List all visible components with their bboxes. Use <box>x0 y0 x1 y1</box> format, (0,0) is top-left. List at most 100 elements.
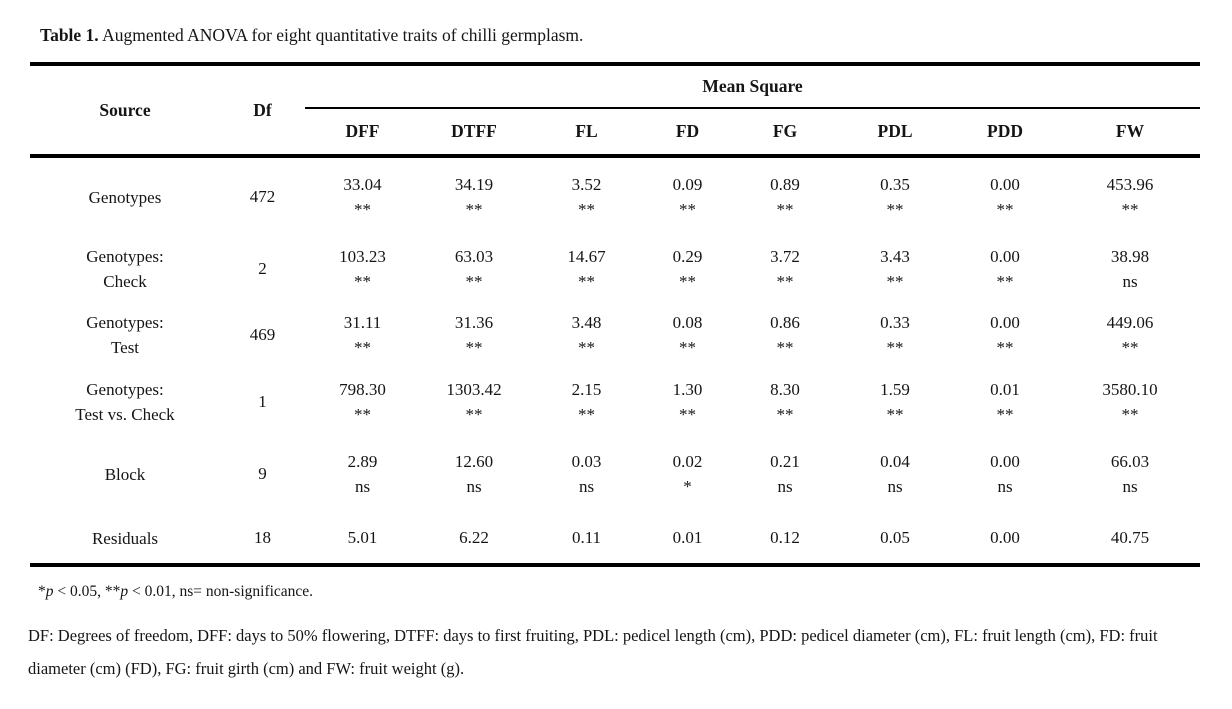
cell-sig: ** <box>776 200 794 219</box>
cell-sig: ** <box>679 404 696 424</box>
table-row: Genotypes: Check 2 103.23 ** 63.03 ** 14.6… <box>30 236 1200 302</box>
table-cell: 0.86 ** <box>730 302 840 368</box>
cell-value: 38.98 <box>1110 247 1150 266</box>
table-row: Genotypes: Test 469 31.11 ** 31.36 ** 3.48… <box>30 302 1200 368</box>
cell-value: 0.05 <box>880 528 910 547</box>
cell-sig: * <box>683 477 692 496</box>
table-cell: 1.59 ** <box>840 368 950 435</box>
table-cell: 5.01 <box>305 513 420 567</box>
significance-footnote-star: * <box>38 583 46 600</box>
table-caption: Table 1. Augmented ANOVA for eight quant… <box>40 0 1232 46</box>
table-cell: 63.03 ** <box>420 236 528 302</box>
cell-sig: ** <box>996 338 1014 357</box>
cell-value: 33.04 <box>343 175 382 194</box>
cell-sig: ** <box>465 404 483 424</box>
cell-value: 0.08 <box>672 313 703 332</box>
cell-value: 2.15 <box>571 379 602 399</box>
cell-value: 0.00 <box>990 313 1020 332</box>
table-cell: 3580.10 ** <box>1060 368 1200 435</box>
col-header-df: Df <box>220 64 305 158</box>
col-header-fd: FD <box>645 108 730 158</box>
cell-value: 0.12 <box>770 528 800 547</box>
cell-sig: ** <box>776 272 794 291</box>
cell-sig: ** <box>996 200 1014 219</box>
cell-sig: ** <box>886 200 904 219</box>
table-cell: 3.52 ** <box>528 156 645 236</box>
table-cell: 0.08 ** <box>645 302 730 368</box>
cell-sig: ** <box>776 404 794 424</box>
cell-sig: ** <box>776 338 794 357</box>
cell-value: 0.01 <box>672 528 703 547</box>
cell-sig: ns <box>354 477 371 496</box>
table-cell: 33.04 ** <box>305 156 420 236</box>
cell-sig: ns <box>1122 272 1138 291</box>
table-cell: 449.06 ** <box>1060 302 1200 368</box>
cell-sig: ** <box>354 200 371 219</box>
table-cell: 0.02 * <box>645 435 730 513</box>
cell-value: 40.75 <box>1110 528 1150 547</box>
col-header-dtff: DTFF <box>420 108 528 158</box>
cell-value: 0.09 <box>672 175 703 194</box>
cell-sig: ** <box>1121 404 1139 424</box>
cell-sig: ** <box>886 272 904 291</box>
table-cell: 0.00 ns <box>950 435 1060 513</box>
table-cell: 34.19 ** <box>420 156 528 236</box>
cell-value: 3.52 <box>571 175 602 194</box>
cell-value: 0.33 <box>880 313 910 332</box>
table-cell: 0.00 ** <box>950 156 1060 236</box>
table-cell: 0.03 ns <box>528 435 645 513</box>
cell-value: 0.11 <box>571 528 602 547</box>
table-cell: 3.48 ** <box>528 302 645 368</box>
cell-sig: ** <box>886 404 904 424</box>
cell-sig: ** <box>1121 200 1139 219</box>
cell-value: 0.35 <box>880 175 910 194</box>
row-df: 2 <box>258 259 267 278</box>
row-df: 1 <box>258 391 267 411</box>
row-source: Genotypes: Test <box>86 313 164 357</box>
row-source: Block <box>104 464 146 484</box>
cell-value: 0.00 <box>990 175 1020 194</box>
table-cell: 0.00 ** <box>950 302 1060 368</box>
table-cell: 40.75 <box>1060 513 1201 567</box>
cell-value: 103.23 <box>339 247 386 266</box>
table-cell: 31.11 ** <box>305 302 420 368</box>
cell-sig: ** <box>679 272 696 291</box>
cell-value: 3.72 <box>770 247 800 266</box>
row-df: 469 <box>249 325 276 344</box>
col-header-mean-square: Mean Square <box>305 64 1201 109</box>
cell-value: 31.36 <box>454 313 494 332</box>
table-cell: 12.60 ns <box>420 435 528 513</box>
cell-value: 0.03 <box>571 452 602 471</box>
table-row: Residuals 18 5.01 6.22 0.11 0.01 0.12 0.… <box>30 513 1201 567</box>
significance-footnote: *p < 0.05, **p < 0.01, ns= non-significa… <box>38 582 1232 602</box>
cell-sig: ns <box>578 477 595 496</box>
cell-value: 5.01 <box>347 528 378 547</box>
table-cell: 453.96 ** <box>1060 156 1200 236</box>
table-cell: 798.30 ** <box>305 368 420 435</box>
cell-value: 31.11 <box>343 313 382 332</box>
table-cell: 0.29 ** <box>645 236 730 302</box>
cell-sig: ** <box>578 404 595 424</box>
cell-value: 0.00 <box>990 528 1020 547</box>
cell-sig: ns <box>1122 477 1138 496</box>
cell-sig: ** <box>886 338 904 357</box>
row-df: 18 <box>220 513 305 567</box>
col-header-dff: DFF <box>305 108 420 158</box>
table-cell: 0.89 ** <box>730 156 840 236</box>
cell-sig: ** <box>679 338 696 357</box>
cell-value: 14.67 <box>567 247 606 266</box>
row-source: Residuals <box>30 513 220 567</box>
significance-footnote-seg1: < 0.05, ** <box>53 583 121 600</box>
cell-value: 34.19 <box>454 175 494 194</box>
table-caption-label: Table 1. <box>40 25 99 45</box>
table-cell: 1.30 ** <box>645 368 730 435</box>
table-cell: 0.01 <box>645 513 730 567</box>
row-source: Genotypes: Test vs. Check <box>75 379 175 424</box>
cell-value: 3.48 <box>571 313 602 332</box>
cell-sig: ** <box>354 338 371 357</box>
table-cell: 14.67 ** <box>528 236 645 302</box>
cell-value: 66.03 <box>1110 452 1150 471</box>
col-header-fg: FG <box>730 108 840 158</box>
table-cell: 2.89 ns <box>305 435 420 513</box>
